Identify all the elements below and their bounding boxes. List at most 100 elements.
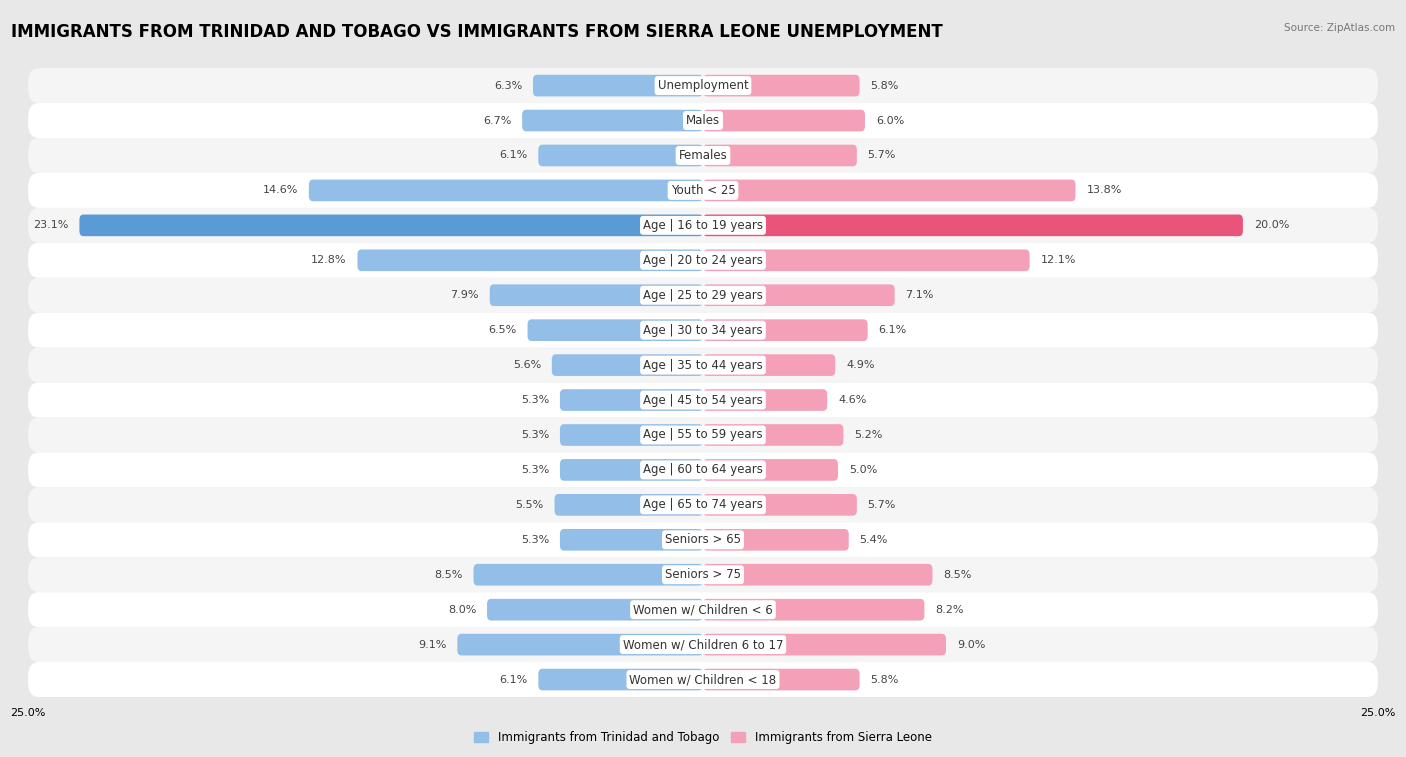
Text: Seniors > 65: Seniors > 65 [665,533,741,547]
FancyBboxPatch shape [703,668,859,690]
FancyBboxPatch shape [538,145,703,167]
FancyBboxPatch shape [309,179,703,201]
Text: Age | 60 to 64 years: Age | 60 to 64 years [643,463,763,476]
Text: 5.7%: 5.7% [868,500,896,510]
Text: 12.1%: 12.1% [1040,255,1076,265]
FancyBboxPatch shape [357,250,703,271]
Text: 5.3%: 5.3% [520,534,550,545]
FancyBboxPatch shape [28,522,1378,557]
Text: 5.4%: 5.4% [859,534,889,545]
Text: 5.2%: 5.2% [855,430,883,440]
FancyBboxPatch shape [560,459,703,481]
FancyBboxPatch shape [703,354,835,376]
Text: 12.8%: 12.8% [311,255,347,265]
FancyBboxPatch shape [474,564,703,586]
Text: Age | 16 to 19 years: Age | 16 to 19 years [643,219,763,232]
Text: 6.1%: 6.1% [499,151,527,160]
Text: 7.1%: 7.1% [905,290,934,301]
FancyBboxPatch shape [28,243,1378,278]
FancyBboxPatch shape [533,75,703,96]
FancyBboxPatch shape [28,382,1378,418]
Text: Unemployment: Unemployment [658,79,748,92]
Text: Age | 20 to 24 years: Age | 20 to 24 years [643,254,763,266]
FancyBboxPatch shape [28,557,1378,592]
FancyBboxPatch shape [703,389,827,411]
FancyBboxPatch shape [457,634,703,656]
Text: 5.6%: 5.6% [513,360,541,370]
Text: 6.1%: 6.1% [879,326,907,335]
Text: 8.0%: 8.0% [449,605,477,615]
FancyBboxPatch shape [486,599,703,621]
FancyBboxPatch shape [703,424,844,446]
FancyBboxPatch shape [703,599,924,621]
FancyBboxPatch shape [527,319,703,341]
FancyBboxPatch shape [560,529,703,550]
Text: 8.5%: 8.5% [943,570,972,580]
Text: 5.3%: 5.3% [520,465,550,475]
FancyBboxPatch shape [28,662,1378,697]
Text: 6.0%: 6.0% [876,116,904,126]
Text: Males: Males [686,114,720,127]
Text: 14.6%: 14.6% [263,185,298,195]
Text: 5.5%: 5.5% [516,500,544,510]
FancyBboxPatch shape [28,418,1378,453]
FancyBboxPatch shape [522,110,703,132]
FancyBboxPatch shape [28,627,1378,662]
FancyBboxPatch shape [489,285,703,306]
Text: 5.3%: 5.3% [520,430,550,440]
FancyBboxPatch shape [703,494,856,516]
Text: Age | 45 to 54 years: Age | 45 to 54 years [643,394,763,407]
FancyBboxPatch shape [703,179,1076,201]
FancyBboxPatch shape [551,354,703,376]
Text: 13.8%: 13.8% [1087,185,1122,195]
Text: 4.6%: 4.6% [838,395,866,405]
Text: Seniors > 75: Seniors > 75 [665,569,741,581]
Text: 5.3%: 5.3% [520,395,550,405]
Text: IMMIGRANTS FROM TRINIDAD AND TOBAGO VS IMMIGRANTS FROM SIERRA LEONE UNEMPLOYMENT: IMMIGRANTS FROM TRINIDAD AND TOBAGO VS I… [11,23,943,41]
Text: Youth < 25: Youth < 25 [671,184,735,197]
Text: 9.1%: 9.1% [418,640,447,650]
Text: Women w/ Children 6 to 17: Women w/ Children 6 to 17 [623,638,783,651]
FancyBboxPatch shape [538,668,703,690]
Text: 20.0%: 20.0% [1254,220,1289,230]
FancyBboxPatch shape [28,173,1378,208]
FancyBboxPatch shape [28,138,1378,173]
FancyBboxPatch shape [28,278,1378,313]
Text: 4.9%: 4.9% [846,360,875,370]
Text: 5.8%: 5.8% [870,80,898,91]
FancyBboxPatch shape [28,103,1378,138]
FancyBboxPatch shape [703,459,838,481]
Text: Age | 35 to 44 years: Age | 35 to 44 years [643,359,763,372]
FancyBboxPatch shape [79,214,703,236]
FancyBboxPatch shape [28,453,1378,488]
FancyBboxPatch shape [28,347,1378,382]
FancyBboxPatch shape [554,494,703,516]
Legend: Immigrants from Trinidad and Tobago, Immigrants from Sierra Leone: Immigrants from Trinidad and Tobago, Imm… [470,727,936,749]
FancyBboxPatch shape [703,564,932,586]
FancyBboxPatch shape [560,389,703,411]
FancyBboxPatch shape [28,592,1378,627]
Text: 8.2%: 8.2% [935,605,963,615]
FancyBboxPatch shape [703,110,865,132]
Text: 9.0%: 9.0% [956,640,986,650]
Text: Age | 30 to 34 years: Age | 30 to 34 years [643,324,763,337]
Text: 5.0%: 5.0% [849,465,877,475]
Text: 7.9%: 7.9% [450,290,479,301]
FancyBboxPatch shape [703,319,868,341]
FancyBboxPatch shape [703,634,946,656]
Text: Females: Females [679,149,727,162]
FancyBboxPatch shape [703,75,859,96]
Text: Women w/ Children < 18: Women w/ Children < 18 [630,673,776,686]
Text: Age | 55 to 59 years: Age | 55 to 59 years [643,428,763,441]
FancyBboxPatch shape [703,285,894,306]
Text: Age | 25 to 29 years: Age | 25 to 29 years [643,288,763,302]
Text: Age | 65 to 74 years: Age | 65 to 74 years [643,498,763,512]
Text: 6.5%: 6.5% [488,326,517,335]
Text: 5.8%: 5.8% [870,674,898,684]
FancyBboxPatch shape [703,250,1029,271]
FancyBboxPatch shape [28,313,1378,347]
FancyBboxPatch shape [703,145,856,167]
Text: 6.7%: 6.7% [482,116,512,126]
FancyBboxPatch shape [560,424,703,446]
Text: 6.3%: 6.3% [494,80,522,91]
